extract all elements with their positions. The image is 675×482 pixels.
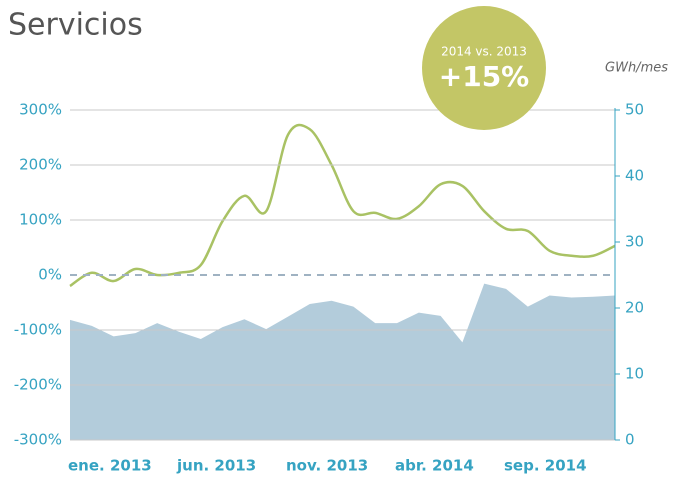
x-tick-label: abr. 2014 (395, 457, 474, 475)
y2-tick-label: 50 (625, 101, 644, 119)
line (69, 123, 616, 288)
x-tick-label: ene. 2013 (68, 457, 152, 475)
x-tick-label: nov. 2013 (286, 457, 368, 475)
badge (422, 6, 546, 130)
y-tick-label: -300% (14, 431, 62, 449)
y-tick-label: 300% (19, 101, 62, 119)
badge-label: 2014 vs. 2013 (441, 45, 527, 59)
area (70, 283, 615, 440)
x-tick-label: jun. 2013 (176, 457, 256, 475)
y-tick-label: 0% (38, 266, 62, 284)
y2-axis-label: GWh/mes (605, 61, 668, 76)
chart-title: Servicios (8, 8, 143, 43)
y2-tick-label: 20 (625, 299, 644, 317)
y-tick-label: 100% (19, 211, 62, 229)
y2-tick-label: 0 (625, 431, 635, 449)
x-tick-label: sep. 2014 (504, 457, 587, 475)
y2-tick-label: 30 (625, 233, 644, 251)
y2-tick-label: 10 (625, 365, 644, 383)
y-tick-label: 200% (19, 156, 62, 174)
badge-value: +15% (439, 60, 529, 93)
y2-tick-label: 40 (625, 167, 644, 185)
y-tick-label: -100% (14, 321, 62, 339)
y-tick-label: -200% (14, 376, 62, 394)
plot (69, 123, 616, 440)
